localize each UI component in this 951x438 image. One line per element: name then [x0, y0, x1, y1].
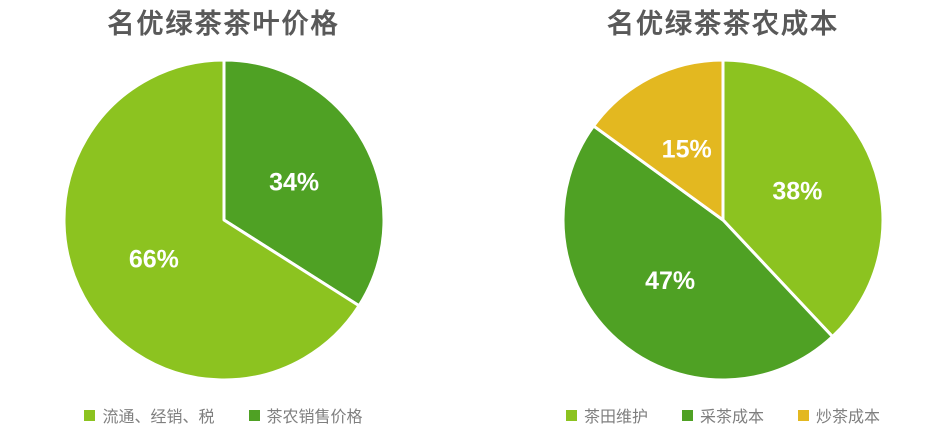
legend-item: 茶农销售价格 — [248, 403, 363, 427]
legend-label: 流通、经销、税 — [102, 409, 215, 426]
pie-slice-1-2 — [592, 58, 725, 222]
pie-percent-label: 15% — [662, 135, 712, 163]
pie-slice-1-0 — [721, 58, 885, 339]
legend-label: 茶田维护 — [583, 409, 648, 426]
legend-swatch-icon — [84, 409, 96, 421]
legend-right: 茶田维护 采茶成本 炒茶成本 — [500, 403, 946, 427]
chart-title-left: 名优绿茶茶叶价格 — [107, 9, 340, 39]
pie-percent-label: 38% — [772, 177, 822, 205]
pie-percent-label: 47% — [645, 267, 695, 295]
legend-swatch-icon — [248, 409, 260, 421]
legend-item: 茶田维护 — [565, 403, 648, 427]
legend-left: 流通、经销、税 茶农销售价格 — [0, 403, 447, 427]
legend-item: 炒茶成本 — [798, 403, 880, 427]
pie-slice-0-1 — [62, 58, 361, 382]
legend-label: 茶农销售价格 — [266, 409, 363, 426]
pie-slice-1-1 — [561, 124, 835, 382]
legend-swatch-icon — [681, 409, 693, 421]
pie-chart-tea-price: 名优绿茶茶叶价格 34% 66% 流通、经销、税 茶农销售价格 — [0, 0, 447, 438]
pie-percent-label: 66% — [128, 245, 178, 273]
pie-right: 38% 47% 15% — [561, 58, 885, 382]
pie-left: 34% 66% — [62, 58, 385, 382]
chart-title-right: 名优绿茶茶农成本 — [607, 9, 839, 39]
legend-label: 炒茶成本 — [816, 409, 881, 426]
legend-swatch-icon — [798, 409, 809, 421]
pie-chart-farmer-cost: 名优绿茶茶农成本 38% 47% 15% 茶田维护 采茶成本 炒茶成本 — [500, 0, 946, 438]
legend-item: 采茶成本 — [681, 403, 764, 427]
legend-item: 流通、经销、税 — [84, 403, 215, 427]
pie-percent-label: 34% — [269, 168, 319, 196]
legend-label: 采茶成本 — [699, 409, 764, 426]
legend-swatch-icon — [565, 409, 577, 421]
